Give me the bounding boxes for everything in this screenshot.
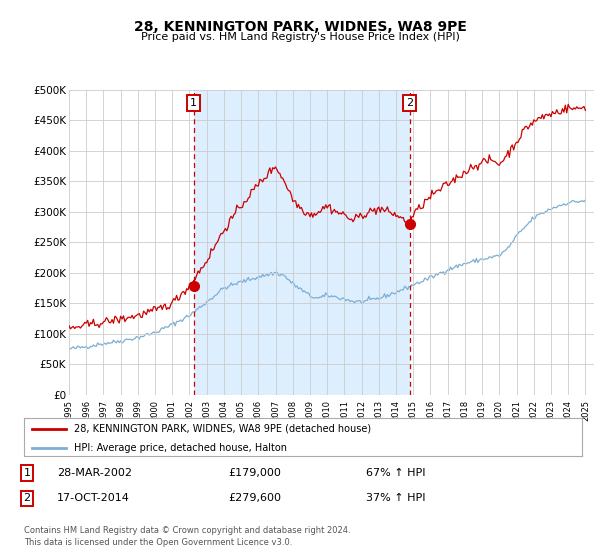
Text: 2: 2 xyxy=(23,493,31,503)
Text: Price paid vs. HM Land Registry's House Price Index (HPI): Price paid vs. HM Land Registry's House … xyxy=(140,32,460,43)
Text: 28, KENNINGTON PARK, WIDNES, WA8 9PE: 28, KENNINGTON PARK, WIDNES, WA8 9PE xyxy=(134,20,466,34)
Text: £279,600: £279,600 xyxy=(228,493,281,503)
Text: 2: 2 xyxy=(406,98,413,108)
Text: 37% ↑ HPI: 37% ↑ HPI xyxy=(366,493,425,503)
Text: 28-MAR-2002: 28-MAR-2002 xyxy=(57,468,132,478)
Text: 17-OCT-2014: 17-OCT-2014 xyxy=(57,493,130,503)
Text: This data is licensed under the Open Government Licence v3.0.: This data is licensed under the Open Gov… xyxy=(24,538,292,547)
Text: HPI: Average price, detached house, Halton: HPI: Average price, detached house, Halt… xyxy=(74,443,287,453)
Text: 28, KENNINGTON PARK, WIDNES, WA8 9PE (detached house): 28, KENNINGTON PARK, WIDNES, WA8 9PE (de… xyxy=(74,424,371,434)
Text: 67% ↑ HPI: 67% ↑ HPI xyxy=(366,468,425,478)
Bar xyxy=(194,90,410,395)
Text: 1: 1 xyxy=(190,98,197,108)
Text: 1: 1 xyxy=(23,468,31,478)
Text: £179,000: £179,000 xyxy=(228,468,281,478)
Text: Contains HM Land Registry data © Crown copyright and database right 2024.: Contains HM Land Registry data © Crown c… xyxy=(24,526,350,535)
